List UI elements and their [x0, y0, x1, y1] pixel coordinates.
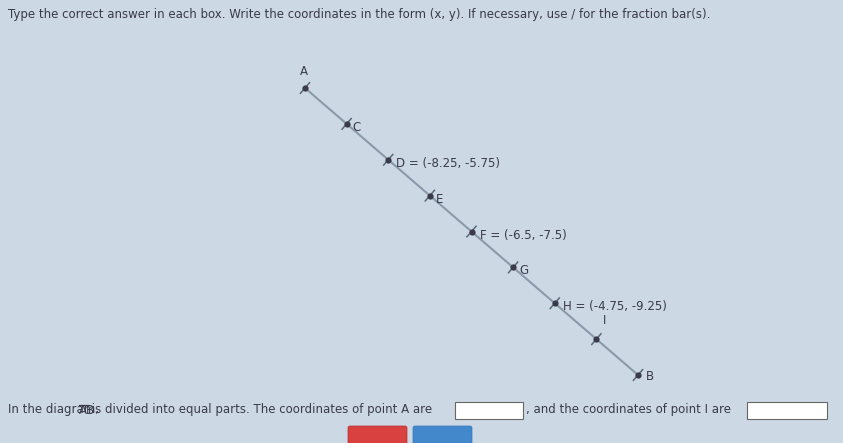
Text: E: E [436, 193, 443, 206]
Text: In the diagram,: In the diagram, [8, 404, 103, 416]
Text: A: A [300, 65, 308, 78]
Bar [747, 401, 827, 419]
Text: G: G [519, 264, 529, 277]
Text: is divided into equal parts. The coordinates of point A are: is divided into equal parts. The coordin… [88, 404, 432, 416]
Text: , and the coordinates of point I are: , and the coordinates of point I are [526, 404, 731, 416]
Text: C: C [352, 121, 361, 134]
Text: I: I [603, 314, 606, 327]
Text: D = (-8.25, -5.75): D = (-8.25, -5.75) [396, 157, 500, 170]
Text: AB: AB [78, 404, 95, 416]
Text: H = (-4.75, -9.25): H = (-4.75, -9.25) [563, 300, 667, 313]
FancyBboxPatch shape [413, 426, 472, 443]
Text: F = (-6.5, -7.5): F = (-6.5, -7.5) [480, 229, 566, 241]
Text: B: B [646, 370, 654, 383]
Text: Type the correct answer in each box. Write the coordinates in the form (x, y). I: Type the correct answer in each box. Wri… [8, 8, 711, 21]
Bar [455, 401, 523, 419]
FancyBboxPatch shape [348, 426, 407, 443]
